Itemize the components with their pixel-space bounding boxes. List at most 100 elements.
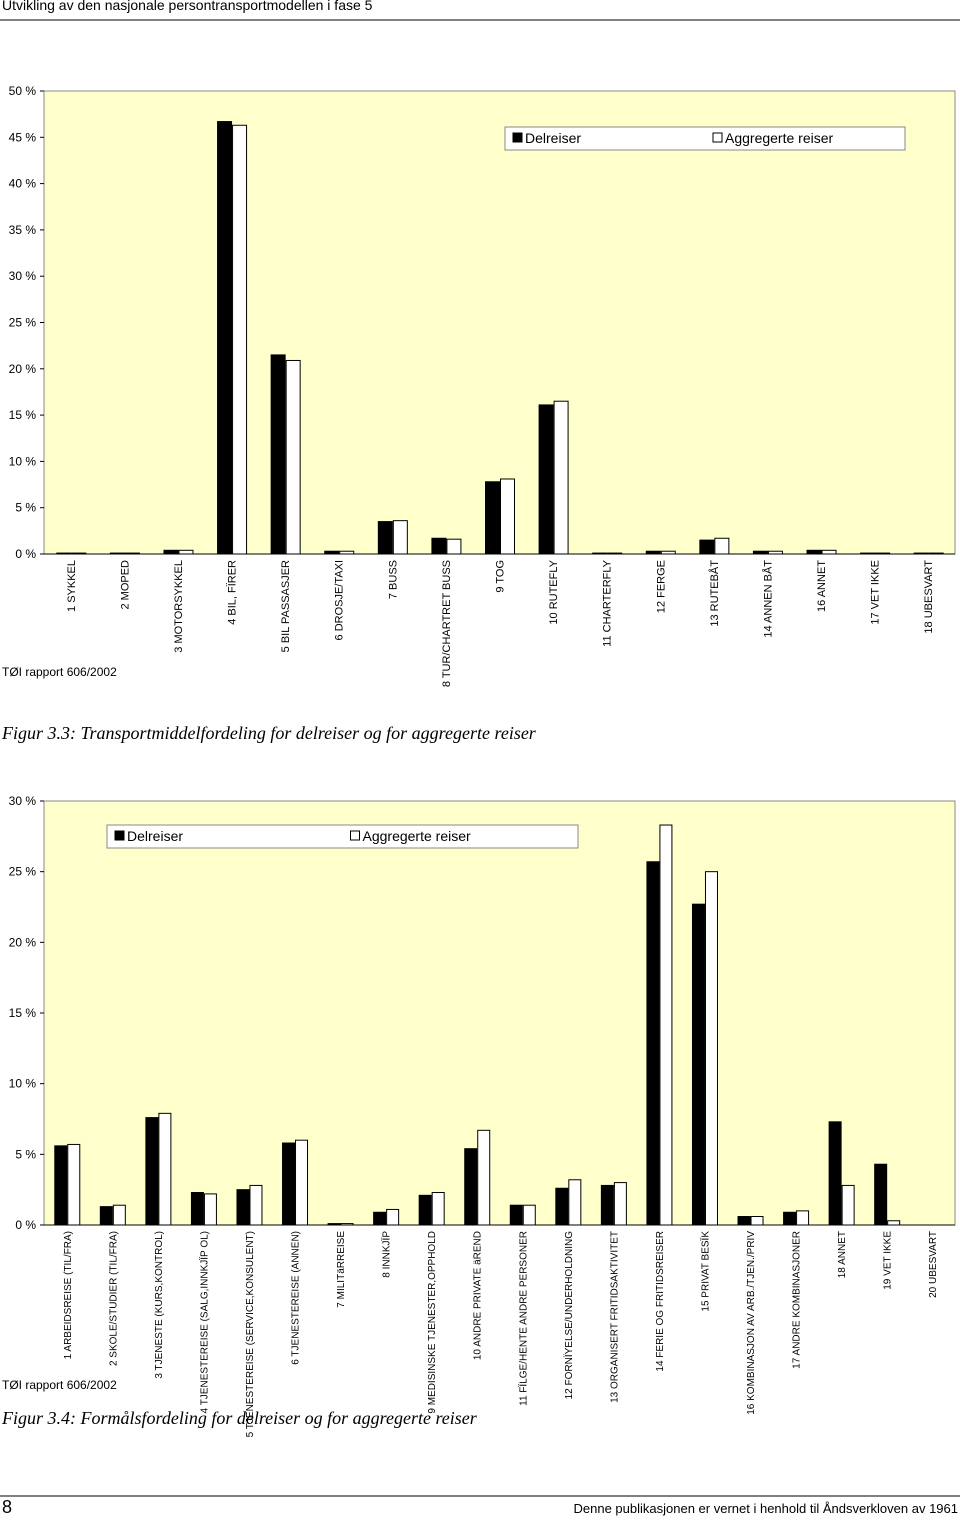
legend-swatch [350,830,360,841]
x-tick-label: 11 CHARTERFLY [602,559,614,646]
x-tick-label: 17 VET IKKE [870,560,882,625]
bar [737,1216,751,1226]
y-tick-label: 45 % [9,130,37,144]
x-tick-label: 14 FERIE OG FRITIDSREISER [655,1231,666,1372]
x-tick-label: 3 MOTORSYKKEL [173,560,185,653]
y-tick-label: 30 % [9,269,37,283]
x-tick-label: 1 SYKKEL [66,560,78,612]
bar [485,481,500,555]
x-tick-label: 8 TUR/CHARTRET BUSS [441,560,453,687]
bar [646,861,660,1226]
bar [295,1139,309,1226]
y-tick-label: 35 % [9,223,37,237]
bar [704,871,718,1226]
x-tick-label: 12 FORNÏYELSE/UNDERHOLDNING [563,1231,575,1400]
bar [282,1142,296,1226]
bar [509,1204,523,1226]
x-tick-label: 17 ANDRE KOMBINASJONER [792,1231,803,1369]
bar [806,549,822,555]
x-tick-label: 5 TJENESTEREISE (SERVICE,KONSULENT) [245,1231,256,1437]
x-tick-label: 6 TJENESTEREISE (ANNEN) [291,1231,302,1365]
bar [538,404,554,555]
x-tick-label: 19 VET IKKE [883,1231,894,1290]
x-tick-label: 16 ANNET [816,560,828,612]
legend-box [504,126,906,151]
bar [377,521,393,555]
bar [714,537,730,555]
x-tick-label: 14 ANNEN BÅT [761,560,774,638]
x-tick-label: 9 MEDISINSKE TJENESTER,OPPHOLD [427,1231,438,1414]
y-tick-label: 0 % [15,547,36,561]
y-tick-label: 15 % [9,408,37,422]
legend-swatch [712,132,723,143]
bar [67,1143,81,1226]
figure-caption: Figur 3.4: Formålsfordeling for delreise… [1,1408,478,1428]
x-tick-label: 20 UBESVART [928,1231,939,1298]
x-tick-label: 4 BIL, FÏRER [227,560,239,625]
bar [392,520,408,555]
x-tick-label: 10 RUTEFLY [548,559,560,624]
plot-area [43,800,956,1226]
x-tick-label: 12 FERGE [655,560,667,613]
x-tick-label: 13 RUTEBÅT [708,560,721,627]
bar [158,1112,172,1226]
bar [418,1194,432,1226]
bar [386,1208,400,1226]
y-tick-label: 5 % [15,501,36,515]
bar [887,1220,901,1226]
figure-caption: Figur 3.3: Transportmiddelfordeling for … [1,723,537,743]
x-tick-label: 18 ANNET [837,1231,848,1278]
x-tick-label: 7 MILITäRREISE [336,1231,347,1308]
bar [431,537,447,555]
bar [874,1163,888,1226]
legend-swatch [114,830,125,841]
bar [249,1184,263,1226]
bar [522,1204,536,1226]
x-tick-label: 15 PRIVAT BESÏK [699,1231,711,1312]
page-number: 8 [2,1497,12,1517]
x-tick-label: 9 TOG [495,560,507,593]
x-tick-label: 18 UBESVART [923,560,935,634]
y-tick-label: 5 % [15,1147,36,1161]
x-tick-label: 10 ANDRE PRIVATE äREND [473,1231,484,1360]
x-tick-label: 4 TJENESTEREISE (SALG,INNKJÏP OL) [198,1231,210,1413]
bar [555,1187,569,1226]
bar [783,1211,797,1226]
y-tick-label: 10 % [9,1077,37,1091]
footer-notice: Denne publikasjonen er vernet i henhold … [574,1501,958,1516]
source-note: TØI rapport 606/2002 [2,1378,117,1392]
x-tick-label: 2 MOPED [119,560,131,610]
x-tick-label: 8 INNKJÏP [381,1231,393,1278]
legend-label: Delreiser [127,828,183,844]
legend-label: Aggregerte reiser [363,828,472,844]
bar [190,1191,204,1226]
bar [236,1189,250,1226]
y-tick-label: 20 % [9,362,37,376]
x-tick-label: 3 TJENESTE (KURS,KONTROL) [154,1231,165,1379]
bar [431,1191,445,1226]
x-tick-label: 11 FÏLGE/HENTE ANDRE PERSONER [517,1231,529,1406]
bar [613,1182,627,1226]
x-tick-label: 16 KOMBINASJON AV ARB./TJEN./PRIV [746,1231,757,1415]
bar [464,1148,478,1226]
legend-box [106,824,579,849]
bar [178,549,194,555]
y-tick-label: 25 % [9,865,37,879]
bar [500,478,515,555]
bar [232,124,248,555]
x-tick-label: 7 BUSS [387,560,399,599]
y-tick-label: 30 % [9,794,37,808]
bar [691,903,705,1226]
bar [796,1210,810,1226]
legend-label: Aggregerte reiser [725,130,834,146]
bar [821,549,837,555]
y-tick-label: 25 % [9,316,37,330]
bar [568,1179,582,1226]
bar [285,359,301,555]
x-tick-label: 1 ARBEIDSREISE (TIL/FRA) [63,1231,74,1359]
bar [54,1145,68,1226]
y-tick-label: 40 % [9,177,37,191]
bar [145,1117,159,1226]
header-title: Utvikling av den nasjonale persontranspo… [2,0,373,13]
